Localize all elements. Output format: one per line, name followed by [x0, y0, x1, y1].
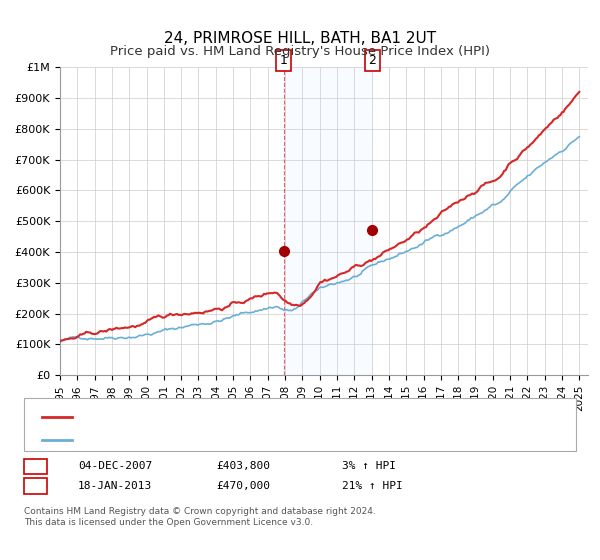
Text: £470,000: £470,000 [216, 481, 270, 491]
Text: £403,800: £403,800 [216, 461, 270, 472]
Text: 2: 2 [368, 54, 376, 67]
Text: This data is licensed under the Open Government Licence v3.0.: This data is licensed under the Open Gov… [24, 518, 313, 527]
Text: 04-DEC-2007: 04-DEC-2007 [78, 461, 152, 472]
Text: 24, PRIMROSE HILL, BATH, BA1 2UT: 24, PRIMROSE HILL, BATH, BA1 2UT [164, 31, 436, 46]
Text: 24, PRIMROSE HILL, BATH, BA1 2UT (detached house): 24, PRIMROSE HILL, BATH, BA1 2UT (detach… [78, 412, 372, 422]
Text: 21% ↑ HPI: 21% ↑ HPI [342, 481, 403, 491]
Text: HPI: Average price, detached house, Bath and North East Somerset: HPI: Average price, detached house, Bath… [78, 435, 446, 445]
Text: 2: 2 [32, 481, 39, 491]
Text: 18-JAN-2013: 18-JAN-2013 [78, 481, 152, 491]
Bar [284, 67, 373, 375]
Text: Price paid vs. HM Land Registry's House Price Index (HPI): Price paid vs. HM Land Registry's House … [110, 45, 490, 58]
Text: 1: 1 [32, 461, 39, 472]
Text: Contains HM Land Registry data © Crown copyright and database right 2024.: Contains HM Land Registry data © Crown c… [24, 507, 376, 516]
Text: 1: 1 [280, 54, 287, 67]
Text: 3% ↑ HPI: 3% ↑ HPI [342, 461, 396, 472]
